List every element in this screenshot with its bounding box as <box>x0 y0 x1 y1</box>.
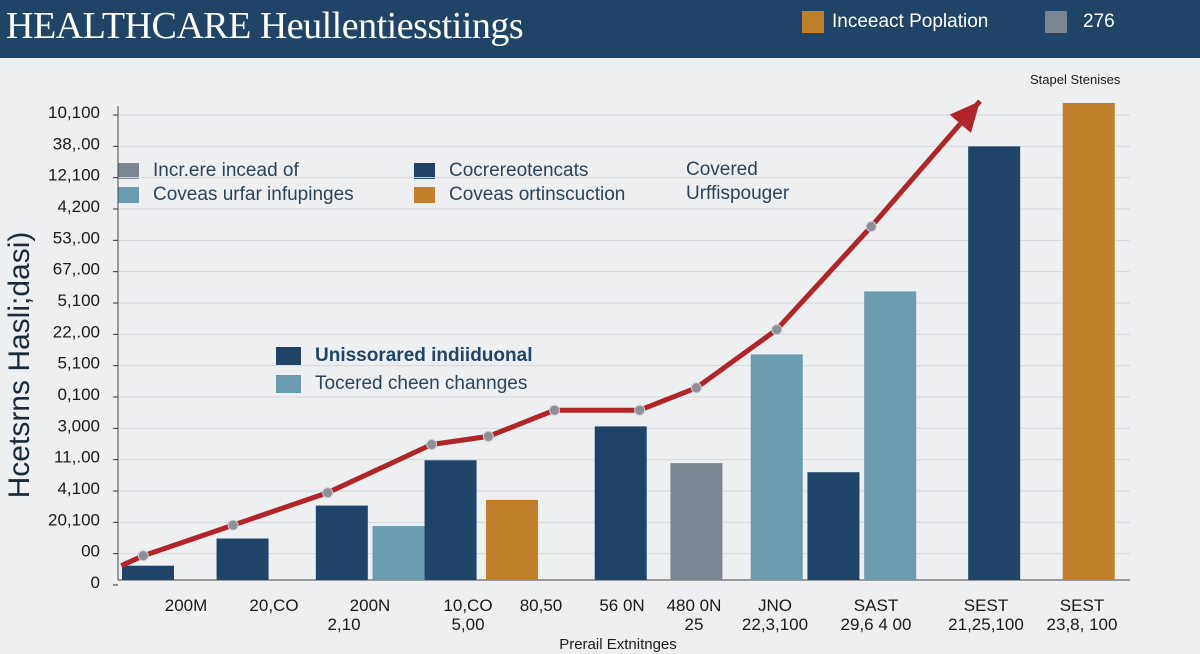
legend-label: Incr.ere incead of <box>153 160 299 181</box>
x-tick-label: 2,10 <box>327 615 360 634</box>
legend-item-unissorared: Unissorared indiiduonal <box>276 345 532 367</box>
trend-point <box>322 487 334 499</box>
legend-item-tocered: Tocered cheen channges <box>276 373 527 395</box>
x-tick-label: 200N <box>350 596 391 615</box>
y-tick-label: 22,.00 <box>53 322 100 341</box>
x-tick-label: 10,CO <box>443 596 492 615</box>
legend-swatch <box>414 163 435 179</box>
y-tick-label: 10,100 <box>48 103 100 122</box>
trend-arrowhead <box>949 101 980 133</box>
legend-swatch <box>1045 11 1067 33</box>
x-tick-label: SEST <box>964 596 1008 615</box>
x-tick-label: 20,CO <box>249 596 298 615</box>
bar <box>594 426 647 580</box>
x-tick-label: JNO <box>758 596 792 615</box>
trend-point <box>771 324 783 336</box>
x-tick-label: 25 <box>685 615 704 634</box>
bar <box>424 460 477 580</box>
y-tick-label: 12,100 <box>48 166 100 185</box>
legend-swatch <box>802 11 824 33</box>
x-tick-label: 21,25,100 <box>948 615 1024 634</box>
trend-point <box>426 439 438 451</box>
legend-label: Inceeact Poplation <box>832 11 989 32</box>
y-tick-label: 4,200 <box>57 197 100 216</box>
bar <box>122 565 174 580</box>
y-tick-label: 38,.00 <box>53 134 100 153</box>
title-banner <box>0 0 1200 58</box>
trend-point <box>690 382 702 394</box>
y-tick-label: 5,100 <box>57 354 100 373</box>
y-tick-label: 0,100 <box>57 385 100 404</box>
x-tick-label: 80,50 <box>520 596 563 615</box>
legend-item-increase: Incr.ere incead of <box>118 160 299 182</box>
x-tick-label: 480 0N <box>667 596 722 615</box>
x-tick-label: 56 0N <box>599 596 644 615</box>
chart-title: HEALTHCARE Heullentiesstiings <box>6 5 524 47</box>
y-tick-label: 53,.00 <box>53 228 100 247</box>
legend-label: Coveas urfar infupinges <box>153 184 354 205</box>
bar <box>968 146 1021 581</box>
trend-point <box>482 430 494 442</box>
legend-text-covered: Covered <box>686 159 758 180</box>
x-tick-label: 29,6 4 00 <box>841 615 912 634</box>
trend-point <box>137 550 149 562</box>
legend-swatch <box>276 375 301 393</box>
legend-label: 276 <box>1083 11 1115 32</box>
y-tick-label: 20,100 <box>48 510 100 529</box>
y-tick-label: 67,.00 <box>53 260 100 279</box>
top-legend-population: Inceeact Poplation <box>802 10 988 34</box>
x-tick-label: 5,00 <box>451 615 484 634</box>
trend-point <box>549 404 561 416</box>
top-legend-count: 276 <box>1045 10 1115 34</box>
y-tick-label: 5,100 <box>57 291 100 310</box>
bar <box>216 538 269 580</box>
legend-item-cocrereotencats: Cocrereotencats <box>414 160 588 182</box>
y-tick-label: 0 <box>91 573 100 592</box>
legend-swatch <box>118 163 139 179</box>
legend-label: Tocered cheen channges <box>315 373 528 394</box>
y-tick-label: 11,.00 <box>54 448 100 467</box>
bar <box>807 472 860 580</box>
x-axis-label: Prerail Extnitnges <box>559 636 677 653</box>
bar <box>670 463 723 580</box>
bar <box>750 354 803 580</box>
y-tick-label: 3,000 <box>57 416 100 435</box>
series-label: Stapel Stenises <box>1030 72 1121 87</box>
legend-item-coveas-urfar: Coveas urfar infupinges <box>118 184 354 206</box>
legend-label: Cocrereotencats <box>449 160 589 181</box>
legend-swatch <box>276 347 301 365</box>
trend-point <box>634 404 646 416</box>
x-tick-label: SAST <box>854 596 898 615</box>
bar <box>315 505 368 580</box>
y-tick-label: 4,100 <box>57 479 100 498</box>
legend-swatch <box>414 187 435 203</box>
legend-label: Unissorared indiiduonal <box>315 345 533 366</box>
x-tick-label: 200M <box>165 596 208 615</box>
bar <box>1062 103 1115 580</box>
legend-item-coveas-ortin: Coveas ortinscuction <box>414 184 625 206</box>
y-tick-label: 00 <box>81 542 100 561</box>
x-tick-label: SEST <box>1060 596 1104 615</box>
bar <box>486 499 538 580</box>
trend-point <box>227 519 239 531</box>
x-tick-label: 22,3,100 <box>742 615 808 634</box>
bar <box>372 526 425 580</box>
legend-text-urffispouger: Urffispouger <box>686 183 790 204</box>
bar <box>864 291 917 580</box>
trend-point <box>865 221 877 233</box>
legend-label: Coveas ortinscuction <box>449 184 626 205</box>
trend-line <box>120 99 982 568</box>
legend-swatch <box>118 187 139 203</box>
x-tick-label: 23,8, 100 <box>1047 615 1118 634</box>
